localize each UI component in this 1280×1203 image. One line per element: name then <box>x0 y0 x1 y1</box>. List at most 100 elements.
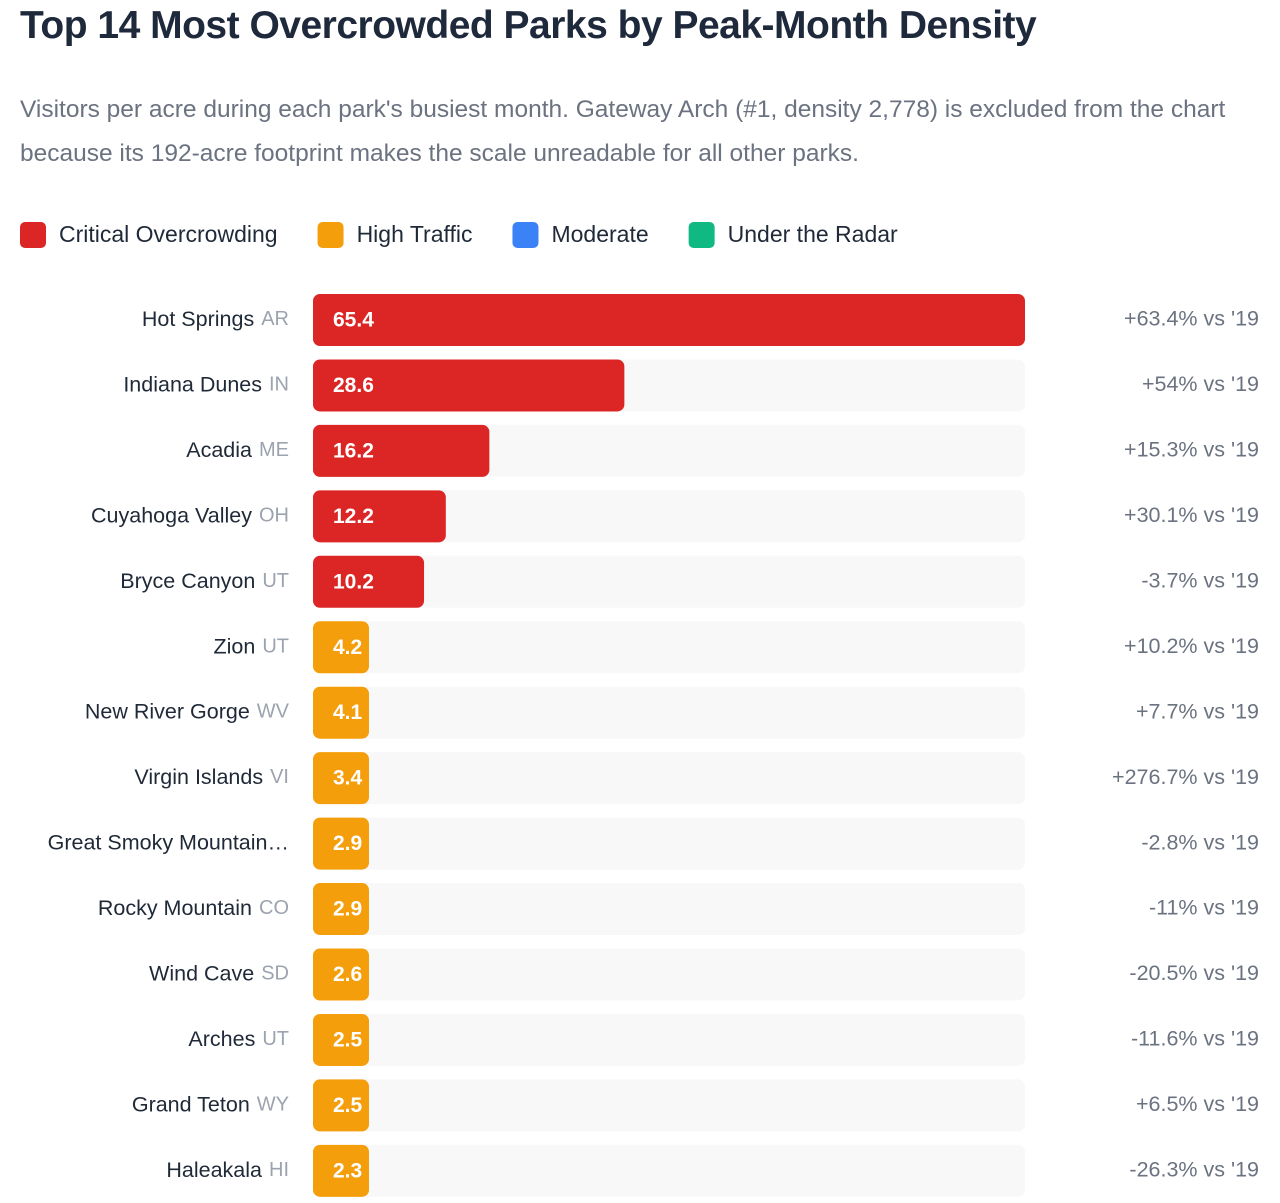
change-label: -11% vs '19 <box>1149 896 1259 920</box>
value-label: 4.2 <box>333 636 362 659</box>
bar <box>313 555 425 608</box>
park-name: Hot Springs <box>142 307 254 331</box>
bar-track <box>313 752 1025 805</box>
bar <box>313 686 369 739</box>
category-label: Hot Springs AR <box>142 307 289 331</box>
park-name: Indiana Dunes <box>123 372 262 396</box>
value-label: 10.2 <box>333 570 374 593</box>
category-label: Zion UT <box>214 634 290 658</box>
bar-track <box>313 555 1025 608</box>
chart-title: Top 14 Most Overcrowded Parks by Peak-Mo… <box>20 4 1037 47</box>
park-name: Wind Cave <box>149 961 254 985</box>
park-name: Haleakala <box>166 1158 262 1182</box>
bar <box>313 1013 369 1066</box>
value-label: 2.5 <box>333 1094 363 1117</box>
bar <box>313 883 369 936</box>
category-label: Acadia ME <box>186 438 289 462</box>
change-label: +7.7% vs '19 <box>1136 699 1259 723</box>
park-state: WY <box>257 1094 289 1116</box>
legend-swatch <box>317 222 344 248</box>
value-label: 2.5 <box>333 1028 363 1051</box>
change-label: +15.3% vs '19 <box>1124 438 1259 462</box>
category-label: Great Smoky Mountain… <box>48 830 289 854</box>
park-state: SD <box>261 963 289 985</box>
value-label: 28.6 <box>333 374 374 397</box>
value-label: 2.6 <box>333 963 362 986</box>
legend-swatch <box>20 222 46 248</box>
bar <box>313 1079 369 1132</box>
value-label: 2.9 <box>333 898 362 921</box>
park-name: Arches <box>188 1027 255 1051</box>
bar <box>313 294 1025 346</box>
park-name: Bryce Canyon <box>120 568 255 592</box>
category-label: Wind Cave SD <box>149 961 289 985</box>
category-label: Rocky Mountain CO <box>98 896 289 920</box>
bar <box>313 752 369 805</box>
bar-track <box>313 1144 1025 1197</box>
category-label: Grand Teton WY <box>132 1092 289 1116</box>
park-state: ME <box>259 439 289 461</box>
chart-subtitle: Visitors per acre during each park's bus… <box>20 96 1226 167</box>
bar-track <box>313 490 1025 543</box>
legend-swatch <box>512 222 539 248</box>
value-label: 65.4 <box>333 309 374 332</box>
park-name: Rocky Mountain <box>98 896 252 920</box>
park-state: OH <box>259 505 289 527</box>
park-state: UT <box>262 636 289 658</box>
park-name: New River Gorge <box>85 699 250 723</box>
bar <box>313 490 446 543</box>
legend-label: Critical Overcrowding <box>59 221 278 247</box>
park-name: Great Smoky Mountain… <box>48 830 289 854</box>
category-label: Bryce Canyon UT <box>120 568 289 592</box>
park-name: Cuyahoga Valley <box>91 503 252 527</box>
park-state: WV <box>257 701 290 723</box>
bar <box>313 424 490 477</box>
change-label: +63.4% vs '19 <box>1124 307 1259 331</box>
bar <box>313 1144 369 1197</box>
legend-swatch <box>688 222 715 248</box>
park-state: HI <box>269 1159 289 1181</box>
value-label: 12.2 <box>333 505 374 528</box>
category-label: Virgin Islands VI <box>134 765 289 789</box>
park-name: Virgin Islands <box>134 765 263 789</box>
value-label: 16.2 <box>333 439 374 462</box>
legend-label: Moderate <box>551 221 648 247</box>
bar-track <box>313 621 1025 674</box>
legend-label: Under the Radar <box>728 221 898 247</box>
bar-track <box>313 948 1025 1001</box>
change-label: +30.1% vs '19 <box>1124 503 1259 527</box>
change-label: +276.7% vs '19 <box>1112 765 1259 789</box>
bar-track <box>313 424 1025 477</box>
change-label: -26.3% vs '19 <box>1129 1158 1259 1182</box>
bar <box>313 817 369 870</box>
bar <box>313 359 625 412</box>
change-label: -20.5% vs '19 <box>1129 961 1259 985</box>
change-label: -11.6% vs '19 <box>1131 1027 1259 1051</box>
legend-label: High Traffic <box>357 221 473 247</box>
value-label: 2.9 <box>333 832 362 855</box>
bar-track <box>313 817 1025 870</box>
change-label: +10.2% vs '19 <box>1124 634 1259 658</box>
park-state: CO <box>259 897 289 919</box>
value-label: 3.4 <box>333 767 363 790</box>
category-label: Arches UT <box>188 1027 289 1051</box>
category-label: New River Gorge WV <box>85 699 290 723</box>
bar-track <box>313 686 1025 739</box>
bar-track <box>313 883 1025 936</box>
park-state: VI <box>270 766 289 788</box>
category-label: Haleakala HI <box>166 1158 289 1182</box>
change-label: +54% vs '19 <box>1142 372 1259 396</box>
change-label: +6.5% vs '19 <box>1136 1092 1259 1116</box>
park-name: Grand Teton <box>132 1092 250 1116</box>
park-state: UT <box>262 1028 289 1050</box>
park-name: Zion <box>214 634 256 658</box>
category-label: Indiana Dunes IN <box>123 372 289 396</box>
park-name: Acadia <box>186 438 252 462</box>
change-label: -3.7% vs '19 <box>1141 568 1259 592</box>
bar <box>313 948 369 1001</box>
park-state: AR <box>261 308 289 330</box>
bar-track <box>313 1079 1025 1132</box>
bar-track <box>313 1013 1025 1066</box>
